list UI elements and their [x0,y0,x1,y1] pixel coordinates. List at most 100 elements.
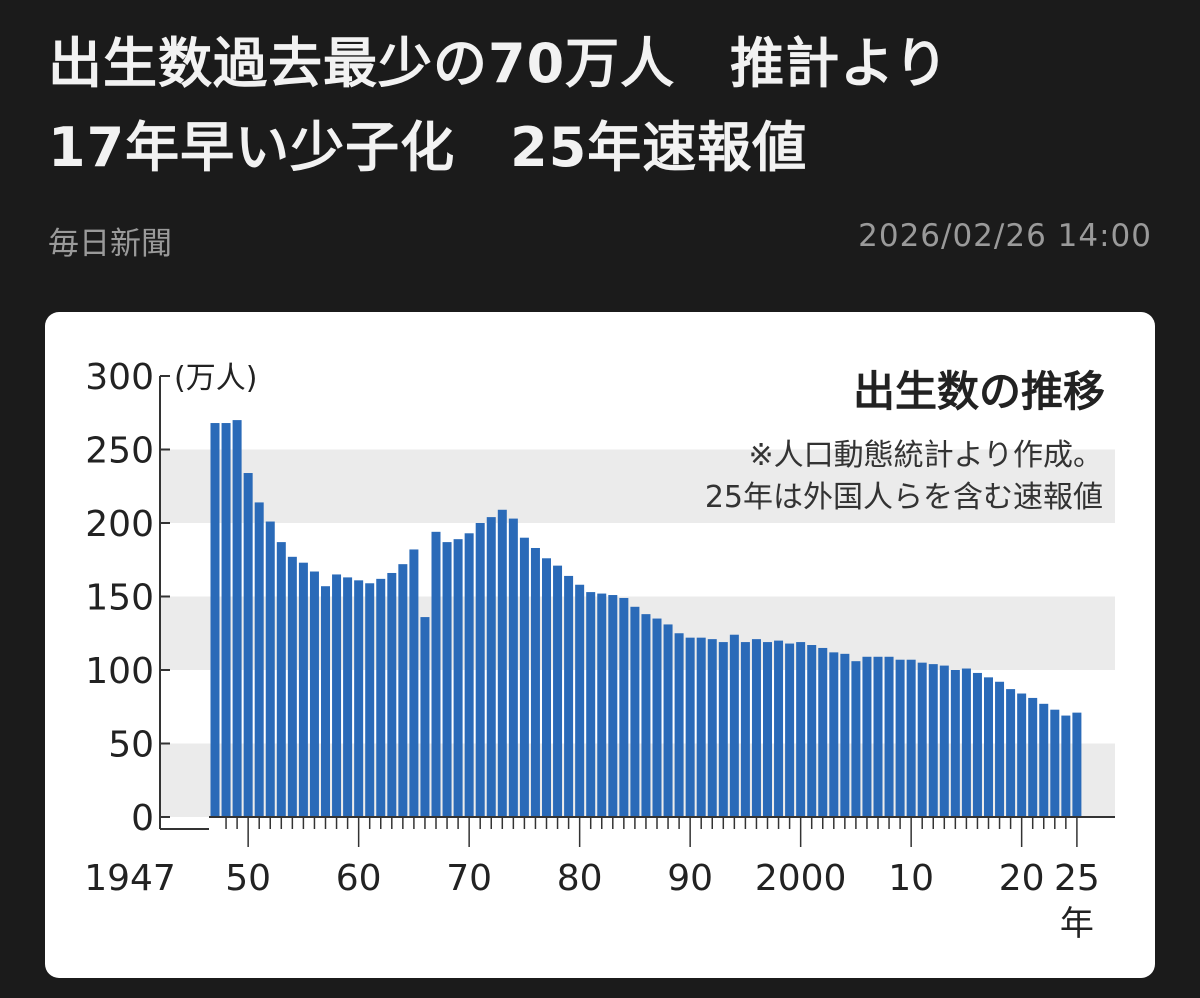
bar-2024 [1061,715,1071,817]
bar-1976 [530,547,540,817]
bar-1977 [542,558,551,817]
bar-2019 [1006,689,1016,817]
bar-1979 [564,575,574,817]
bar-2006 [862,656,872,817]
x-tick-label-25: 25 [1054,858,1100,899]
x-tick-label-60: 60 [336,858,382,899]
article-title-line-1: 出生数過去最少の70万人 推計より [48,32,950,95]
article-title-line-2: 17年早い少子化 25年速報値 [48,116,808,179]
bar-1999 [785,643,795,817]
bar-1968 [442,542,452,817]
chart-note-2: 25年は外国人らを含む速報値 [704,480,1103,515]
y-tick-label: 100 [85,651,154,692]
chart-card: 0 50 100 150 200 250 300 (万人) 1947 50 60 70 80 90 2000… [45,312,1155,978]
x-tick-label-20: 20 [999,858,1045,899]
grid-band [160,449,1115,523]
bar-2007 [873,656,883,817]
bar-2014 [950,670,960,817]
bar-1966 [420,617,430,817]
y-tick-label: 200 [85,504,154,545]
y-axis-unit: (万人) [174,361,257,396]
article-source[interactable]: 毎日新聞 [48,226,172,262]
bar-2025 [1072,712,1082,817]
birth-chart: 0 50 100 150 200 250 300 (万人) 1947 50 60 70 80 90 2000… [84,357,1115,944]
bar-1996 [751,639,761,817]
bar-1988 [663,624,673,817]
x-tick-label-10: 10 [888,858,934,899]
bar-2012 [928,664,938,817]
x-tick-label-50: 50 [225,858,271,899]
bar-1985 [630,606,640,817]
bar-1983 [608,595,618,817]
y-tick-label: 300 [85,357,154,398]
x-tick-label-2000: 2000 [755,858,847,899]
bar-1951 [254,502,264,817]
bar-1948 [221,423,231,817]
bar-2015 [961,668,971,817]
bar-2023 [1050,709,1060,817]
bar-1980 [575,584,585,817]
chart-title: 出生数の推移 [852,367,1105,416]
bar-1974 [508,518,518,817]
bar-2008 [884,656,894,817]
bar-1981 [586,592,596,817]
bar-1990 [685,637,695,817]
x-axis-unit: 年 [1060,904,1094,944]
bar-2022 [1039,703,1049,817]
bar-1998 [774,640,784,817]
bar-1960 [354,580,364,817]
bar-1967 [431,531,441,817]
bar-1986 [641,614,651,817]
bar-1949 [232,420,242,817]
article-date: 2026/02/26 14:00 [858,218,1152,254]
bar-2018 [995,681,1005,817]
bar-1965 [409,549,419,817]
y-tick-label: 250 [85,431,154,472]
bar-2010 [906,659,916,817]
bar-1994 [729,634,739,817]
bar-1975 [519,537,529,817]
y-tick-label: 50 [108,725,154,766]
bar-1995 [740,642,750,817]
bar-1957 [321,586,330,817]
bar-1978 [553,565,563,817]
bar-1956 [309,571,319,817]
bar-1955 [298,562,308,817]
bar-1972 [486,517,496,817]
bar-2004 [840,653,850,817]
bar-2005 [851,661,861,817]
bar-1984 [619,597,629,817]
bar-1970 [464,533,474,817]
article-title: 出生数過去最少の70万人 推計より 17年早い少子化 25年速報値 [48,22,1168,190]
bar-2009 [895,659,905,817]
bar-2016 [972,672,982,817]
bar-2003 [829,652,839,817]
x-tick-label-80: 80 [557,858,603,899]
bar-2013 [939,665,949,817]
bar-2002 [818,647,828,817]
bar-2017 [984,677,993,817]
bar-1992 [707,639,717,817]
bar-1969 [453,539,463,817]
bar-1953 [276,542,286,817]
x-tick-label-90: 90 [667,858,713,899]
bar-2011 [917,662,927,817]
bar-2021 [1028,697,1038,817]
bar-1958 [332,574,342,817]
y-tick-label: 150 [85,578,154,619]
y-tick-label: 0 [131,798,154,839]
bar-1947 [210,423,220,817]
bar-2001 [807,645,817,817]
bar-1997 [763,642,772,817]
bar-1971 [475,523,485,817]
bar-1961 [365,583,375,817]
x-tick-label-70: 70 [446,858,492,899]
bar-1963 [387,572,397,817]
bar-1964 [398,564,408,817]
bar-1959 [343,577,353,817]
x-tick-label-1947: 1947 [84,858,176,899]
bar-1991 [696,637,706,817]
bar-1973 [497,509,507,817]
bar-1982 [597,593,607,817]
chart-note-1: ※人口動態統計より作成。 [748,438,1103,473]
